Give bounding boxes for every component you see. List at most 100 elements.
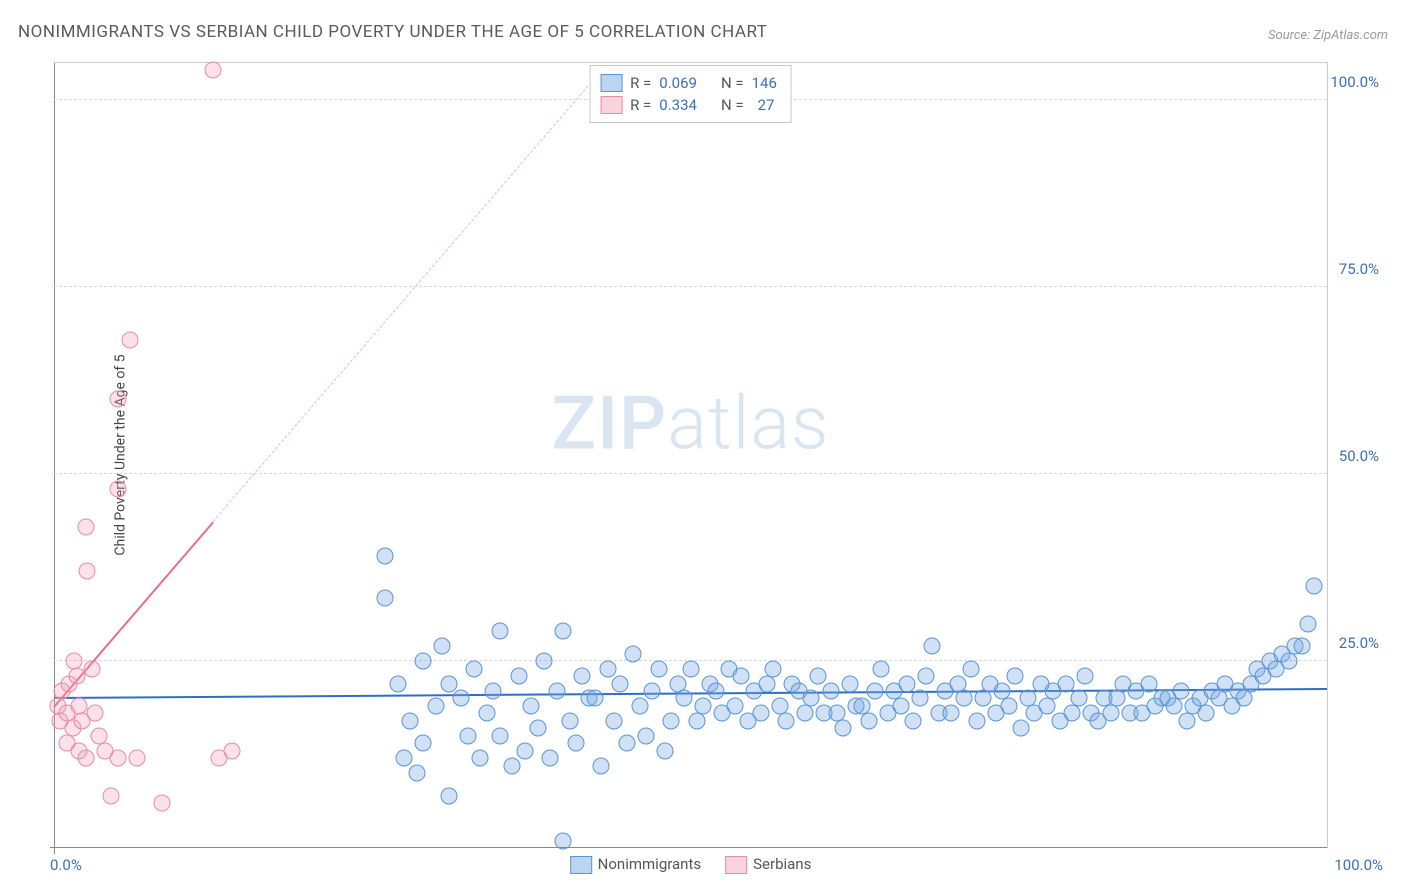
- data-point: [809, 668, 826, 685]
- data-point: [1280, 653, 1297, 670]
- data-point: [103, 787, 120, 804]
- x-tick-label: 0.0%: [50, 856, 82, 874]
- legend-row-nonimmigrants: R = 0.069 N = 146: [600, 72, 777, 94]
- data-point: [727, 697, 744, 714]
- data-point: [517, 742, 534, 759]
- data-point: [618, 735, 635, 752]
- data-point: [1070, 690, 1087, 707]
- data-point: [529, 720, 546, 737]
- data-point: [574, 668, 591, 685]
- legend-item-nonimmigrants: Nonimmigrants: [570, 855, 701, 874]
- data-point: [1178, 712, 1195, 729]
- watermark: ZIPatlas: [551, 381, 829, 468]
- data-point: [536, 653, 553, 670]
- data-point: [224, 742, 241, 759]
- data-point: [1058, 675, 1075, 692]
- data-point: [650, 660, 667, 677]
- legend-r-label: R =: [630, 96, 651, 114]
- data-point: [695, 697, 712, 714]
- data-point: [956, 690, 973, 707]
- x-tick-label: 100.0%: [1334, 856, 1383, 874]
- data-point: [663, 712, 680, 729]
- data-point: [841, 675, 858, 692]
- data-point: [873, 660, 890, 677]
- legend-label: Serbians: [753, 855, 811, 873]
- data-point: [898, 675, 915, 692]
- legend-n-label: N =: [721, 74, 744, 92]
- chart-area: Child Poverty Under the Age of 5 ZIPatla…: [54, 62, 1384, 848]
- data-point: [1102, 705, 1119, 722]
- legend-n-value-blue: 146: [752, 74, 777, 92]
- data-point: [485, 683, 502, 700]
- data-point: [440, 787, 457, 804]
- data-point: [77, 518, 94, 535]
- data-point: [599, 660, 616, 677]
- y-tick-label: 75.0%: [1339, 260, 1379, 278]
- data-point: [905, 712, 922, 729]
- watermark-zip: ZIP: [551, 381, 667, 468]
- data-point: [625, 645, 642, 662]
- data-point: [682, 660, 699, 677]
- data-point: [1299, 615, 1316, 632]
- legend-n-value-pink: 27: [752, 96, 775, 114]
- data-point: [376, 548, 393, 565]
- data-point: [918, 668, 935, 685]
- chart-title: NONIMMIGRANTS VS SERBIAN CHILD POVERTY U…: [18, 22, 767, 42]
- data-point: [1166, 697, 1183, 714]
- data-point: [491, 623, 508, 640]
- data-point: [892, 697, 909, 714]
- data-point: [1007, 668, 1024, 685]
- data-point: [122, 331, 139, 348]
- data-point: [510, 668, 527, 685]
- data-point: [1013, 720, 1030, 737]
- data-point: [466, 660, 483, 677]
- correlation-legend: R = 0.069 N = 146 R = 0.334 N = 27: [589, 65, 792, 123]
- data-point: [478, 705, 495, 722]
- data-point: [415, 653, 432, 670]
- watermark-atlas: atlas: [667, 381, 829, 468]
- y-tick-label: 100.0%: [1330, 73, 1379, 91]
- data-point: [84, 660, 101, 677]
- data-point: [440, 675, 457, 692]
- data-point: [79, 563, 96, 580]
- data-point: [822, 683, 839, 700]
- legend-row-serbians: R = 0.334 N = 27: [600, 94, 777, 116]
- data-point: [676, 690, 693, 707]
- data-point: [688, 712, 705, 729]
- data-point: [803, 690, 820, 707]
- data-point: [707, 683, 724, 700]
- data-point: [975, 690, 992, 707]
- data-point: [867, 683, 884, 700]
- data-point: [77, 750, 94, 767]
- y-tick-label: 50.0%: [1339, 447, 1379, 465]
- data-point: [427, 697, 444, 714]
- data-point: [109, 481, 126, 498]
- data-point: [548, 683, 565, 700]
- data-point: [637, 727, 654, 744]
- swatch-pink: [725, 856, 747, 874]
- data-point: [733, 668, 750, 685]
- data-point: [911, 690, 928, 707]
- data-point: [376, 589, 393, 606]
- gridline: [54, 473, 1327, 474]
- data-point: [1038, 697, 1055, 714]
- data-point: [752, 705, 769, 722]
- plot-region: ZIPatlas R = 0.069 N = 146 R = 0.334 N =…: [54, 62, 1328, 848]
- data-point: [567, 735, 584, 752]
- data-point: [943, 705, 960, 722]
- data-point: [1293, 638, 1310, 655]
- data-point: [1306, 578, 1323, 595]
- data-point: [835, 720, 852, 737]
- data-point: [968, 712, 985, 729]
- y-tick-label: 25.0%: [1339, 634, 1379, 652]
- legend-r-label: R =: [630, 74, 651, 92]
- data-point: [924, 638, 941, 655]
- data-point: [396, 750, 413, 767]
- source-attribution: Source: ZipAtlas.com: [1268, 28, 1388, 43]
- data-point: [434, 638, 451, 655]
- data-point: [758, 675, 775, 692]
- data-point: [631, 697, 648, 714]
- data-point: [86, 705, 103, 722]
- data-point: [1198, 705, 1215, 722]
- data-point: [402, 712, 419, 729]
